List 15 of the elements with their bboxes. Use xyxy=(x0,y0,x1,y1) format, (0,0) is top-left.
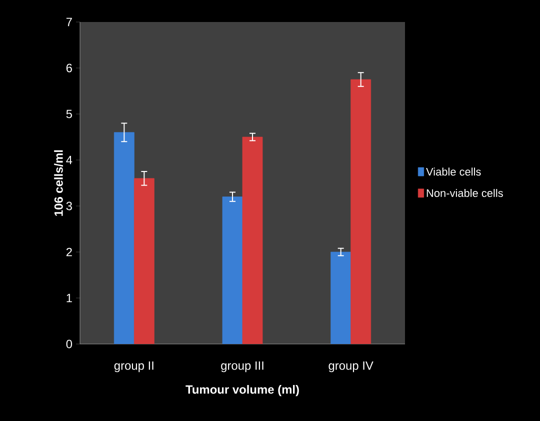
x-tick-label: group IV xyxy=(328,361,374,372)
y-tick-label: 4 xyxy=(66,156,72,164)
legend-label: Non-viable cells xyxy=(426,188,503,198)
legend-label: Viable cells xyxy=(426,168,481,176)
x-tick-label: group II xyxy=(114,361,154,372)
x-axis-title: Tumour volume (ml) xyxy=(186,385,299,396)
y-tick-label: 2 xyxy=(66,248,72,256)
x-tick-label: group III xyxy=(221,361,264,372)
y-tick-label: 3 xyxy=(66,202,72,210)
y-tick-label: 5 xyxy=(66,110,72,118)
y-tick-label: 7 xyxy=(66,18,72,26)
y-tick-label: 1 xyxy=(66,294,72,302)
y-tick-label: 6 xyxy=(66,64,72,72)
y-tick-label: 0 xyxy=(66,340,72,348)
y-axis-title: 106 cells/ml xyxy=(54,150,63,216)
